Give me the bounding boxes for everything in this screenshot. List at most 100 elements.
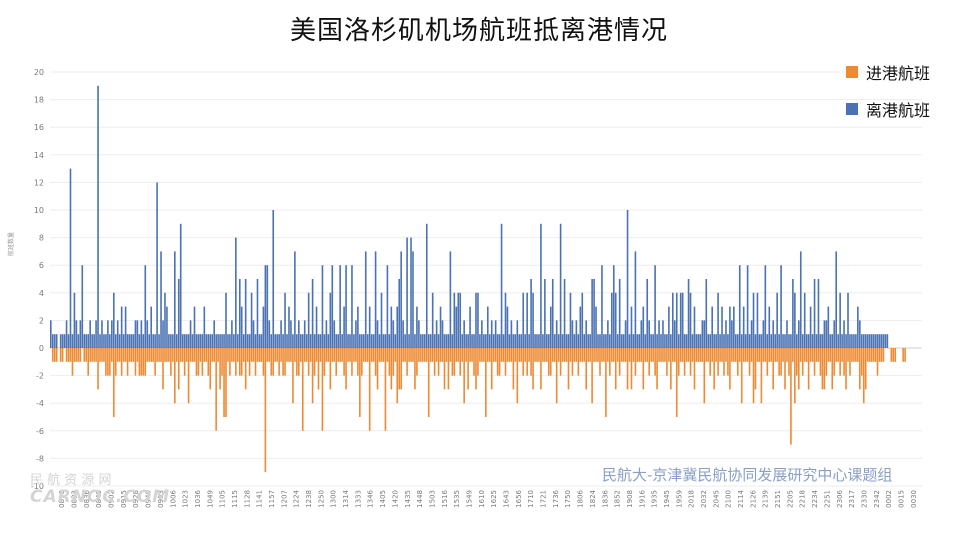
bar-arrivals [860,348,863,376]
bar-departures [276,334,278,348]
bar-arrivals [819,348,822,376]
bar-departures [150,306,152,348]
bar-arrivals [467,348,469,390]
bar-departures [219,334,221,348]
bar-arrivals [258,348,261,362]
bar-departures [406,237,408,348]
bar-arrivals [731,348,733,362]
bar-arrivals [372,348,375,362]
bar-departures [112,292,115,348]
bar-departures [701,320,704,348]
bar-departures [752,292,755,348]
bar-departures [353,334,355,348]
legend: 进港航班 离港航班 [846,62,930,136]
bar-arrivals [235,348,237,376]
bar-arrivals [618,348,621,376]
bar-arrivals [544,348,546,362]
bar-arrivals [317,348,320,390]
bar-arrivals [69,348,72,362]
bar-arrivals [79,348,82,362]
bar-departures [801,334,804,348]
bar-departures [662,320,664,348]
bar-arrivals [122,348,125,362]
bar-arrivals [138,348,141,376]
bar-departures [679,292,682,348]
x-tick-label: 0015 [898,490,906,508]
bar-departures [374,251,377,348]
bar-arrivals [114,348,117,376]
y-tick-label: 6 [39,261,44,270]
y-tick-label: -4 [36,399,44,408]
bar-arrivals [744,348,747,362]
bar-arrivals [740,348,743,404]
bar-arrivals [699,348,702,362]
bar-departures [475,292,477,348]
bar-arrivals [89,348,91,362]
bar-arrivals [713,348,715,390]
bar-arrivals [154,348,156,376]
x-tick-label: 1036 [194,489,202,507]
bar-departures [286,334,288,348]
bar-arrivals [673,348,676,362]
bar-departures [508,334,511,348]
bar-departures [459,292,462,348]
bar-arrivals [469,348,471,362]
bar-arrivals [345,348,347,390]
bar-departures [717,292,719,348]
bar-arrivals [538,348,540,362]
bar-departures [51,334,54,348]
bar-arrivals [829,348,832,362]
x-tick-label: 1935 [651,490,659,508]
y-tick-label: 16 [34,123,44,132]
bar-arrivals [144,348,147,376]
bar-arrivals [709,348,712,376]
x-tick-label: 1710 [527,490,535,508]
bar-arrivals [540,348,542,390]
bar-departures [362,334,365,348]
bar-departures [553,334,556,348]
bar-arrivals [116,348,119,362]
bar-departures [731,320,733,348]
bar-departures [668,306,670,348]
bar-arrivals [760,348,763,404]
bar-arrivals [392,348,395,376]
bar-departures [361,334,363,348]
bar-departures [658,320,660,348]
bar-departures [681,292,684,348]
bar-departures [695,334,698,348]
bar-departures [183,334,186,348]
bar-departures [325,320,328,348]
bar-arrivals [565,348,568,362]
bar-arrivals [211,348,214,362]
bar-departures [772,320,775,348]
x-tick-label: 1333 [354,490,362,508]
bar-departures [223,334,225,348]
bar-departures [189,320,192,348]
bar-departures [520,334,523,348]
bar-departures [725,320,727,348]
bar-arrivals [388,348,391,376]
bar-departures [829,334,832,348]
bar-departures [735,334,737,348]
bar-arrivals [284,348,286,376]
bar-arrivals [672,348,674,362]
x-tick-label: 1503 [429,490,437,508]
bar-arrivals [325,348,328,362]
bar-arrivals [396,348,399,404]
bar-departures [595,306,597,348]
bar-arrivals [242,348,245,362]
bar-departures [796,334,798,348]
bar-arrivals [473,348,475,376]
bar-departures [502,334,505,348]
bar-arrivals [376,348,379,390]
bar-arrivals [126,348,129,376]
bar-arrivals [774,348,776,362]
bar-arrivals [313,348,316,376]
bar-arrivals [374,348,377,376]
bar-departures [857,306,859,348]
bar-arrivals [636,348,639,362]
bar-departures [510,320,513,348]
bar-arrivals [288,348,290,362]
bar-departures [644,334,647,348]
bar-arrivals [461,348,464,362]
